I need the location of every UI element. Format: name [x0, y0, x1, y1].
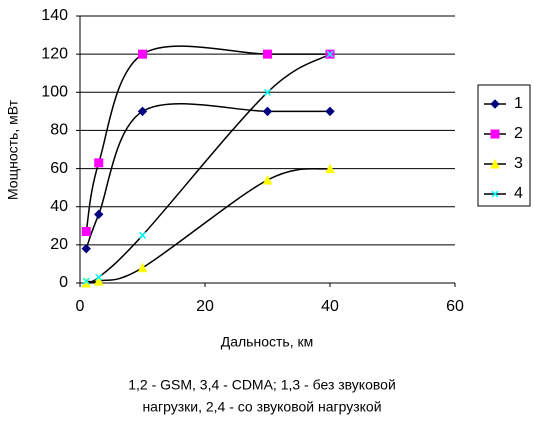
- x-tick-label: 20: [196, 298, 214, 315]
- marker: [82, 277, 90, 285]
- caption: нагрузки, 2,4 - со звуковой нагрузкой: [142, 399, 381, 415]
- marker: [326, 50, 334, 58]
- legend-marker: [490, 129, 500, 139]
- series-line: [86, 53, 331, 283]
- series-line: [86, 167, 331, 284]
- marker: [263, 49, 272, 59]
- y-tick-label: 80: [50, 122, 68, 139]
- caption: 1,2 - GSM, 3,4 - CDMA; 1,3 - без звуково…: [128, 377, 396, 393]
- marker: [137, 106, 148, 117]
- legend-label: 3: [514, 155, 523, 172]
- legend-label: 2: [514, 125, 523, 142]
- marker: [262, 106, 273, 117]
- marker: [93, 275, 104, 286]
- legend-label: 4: [514, 185, 523, 202]
- y-tick-label: 140: [41, 7, 68, 24]
- y-tick-label: 0: [59, 274, 68, 291]
- marker: [138, 231, 147, 239]
- legend-marker: [490, 99, 500, 109]
- marker: [81, 227, 91, 237]
- marker: [325, 106, 335, 117]
- y-tick-label: 20: [50, 236, 68, 253]
- series-line: [85, 45, 330, 232]
- series-line: [85, 102, 330, 249]
- x-tick-label: 0: [76, 298, 85, 315]
- legend-marker: [490, 158, 500, 169]
- marker: [325, 163, 335, 174]
- marker: [95, 273, 103, 281]
- x-tick-label: 60: [446, 298, 464, 315]
- legend-label: 1: [514, 95, 523, 112]
- marker: [137, 262, 148, 273]
- marker: [81, 243, 91, 254]
- y-tick-label: 60: [50, 160, 68, 177]
- legend-box: [477, 84, 531, 207]
- marker: [263, 88, 272, 96]
- y-tick-label: 120: [41, 45, 68, 62]
- y-tick-label: 100: [41, 84, 68, 101]
- marker: [138, 49, 147, 59]
- x-tick-label: 40: [321, 298, 339, 315]
- marker: [94, 158, 104, 168]
- marker: [262, 174, 273, 185]
- legend-marker: [491, 190, 499, 198]
- x-axis-title: Дальность, км: [221, 334, 313, 350]
- y-axis-title: Мощность, мВт: [5, 99, 21, 200]
- y-tick-label: 40: [50, 198, 68, 215]
- marker: [94, 209, 104, 220]
